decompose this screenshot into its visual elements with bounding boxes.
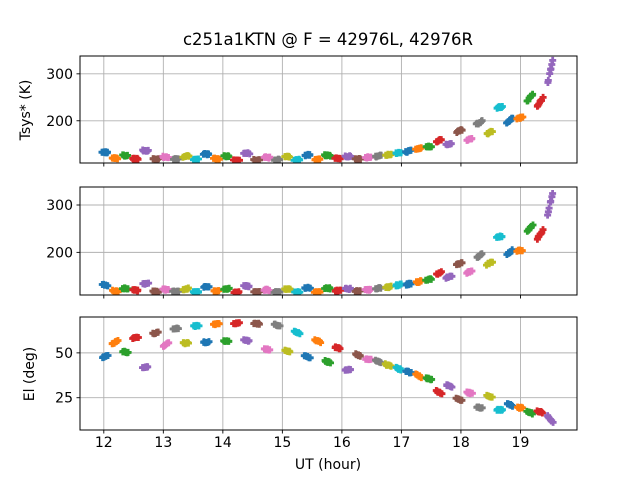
scan-markers — [98, 56, 557, 163]
ticks — [76, 204, 521, 299]
x-tick-label: 16 — [333, 435, 351, 451]
x-tick-label: 12 — [95, 435, 113, 451]
x-tick-label: 14 — [214, 435, 232, 451]
panel-tsys_R: 200 300 — [46, 186, 578, 299]
figure-title: c251a1KTN @ F = 42976L, 42976R — [183, 30, 473, 49]
tick-labels: 12 13 14 15 16 17 18 19 25 50 — [55, 346, 529, 451]
scan-markers — [98, 190, 557, 295]
x-tick-label: 17 — [392, 435, 410, 451]
ticks — [76, 352, 521, 434]
gridlines — [80, 187, 577, 295]
y-tick-label: 300 — [46, 67, 73, 83]
scan-markers — [99, 319, 557, 426]
tick-labels: 200 300 — [46, 67, 73, 130]
panel-tsys_L: 200 300 — [46, 55, 578, 167]
x-tick-label: 18 — [452, 435, 470, 451]
panel-el: 12 13 14 15 16 17 18 19 25 50 — [55, 316, 578, 451]
y-tick-label: 200 — [46, 245, 73, 261]
x-axis-label: UT (hour) — [295, 457, 361, 473]
y-axis-label-el: El (deg) — [22, 347, 38, 402]
y-axis-label-tsys: Tsys* (K) — [18, 80, 34, 142]
y-tick-label: 200 — [46, 114, 73, 130]
y-tick-label: 50 — [55, 346, 73, 362]
tick-labels: 200 300 — [46, 198, 73, 261]
panels-group: 200 300 200 300 12 13 14 15 16 17 18 19 25 50 — [46, 55, 578, 451]
x-tick-label: 15 — [273, 435, 291, 451]
y-tick-label: 300 — [46, 198, 73, 214]
ticks — [76, 73, 521, 167]
y-tick-label: 25 — [55, 391, 73, 407]
x-tick-label: 19 — [512, 435, 530, 451]
gridlines — [80, 56, 577, 163]
x-tick-label: 13 — [154, 435, 172, 451]
